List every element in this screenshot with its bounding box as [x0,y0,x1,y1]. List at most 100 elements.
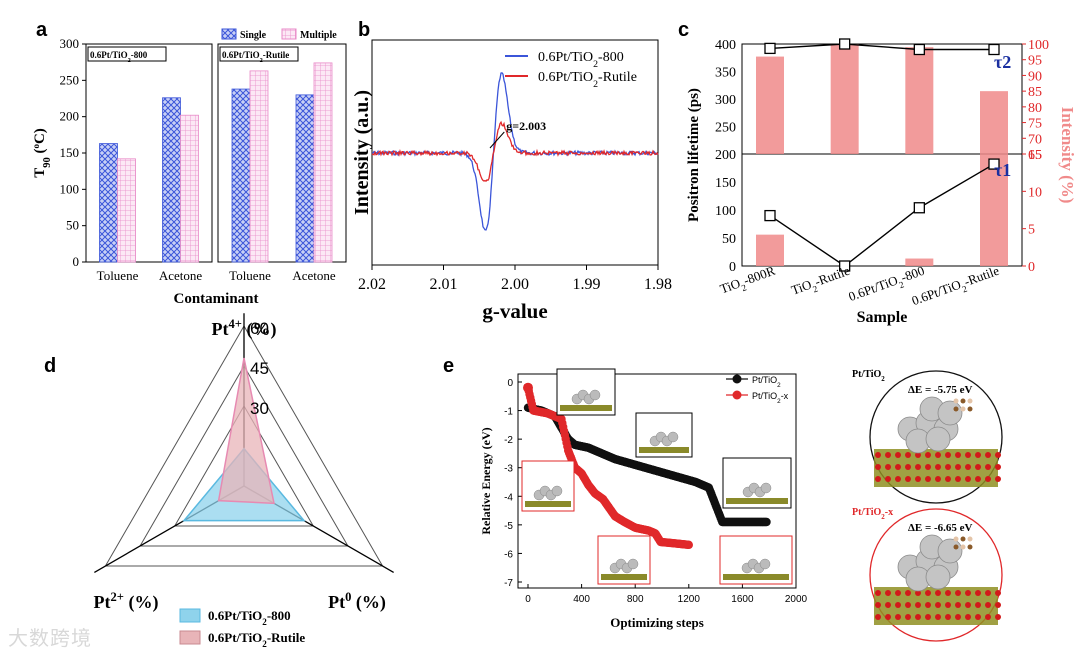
oxygen-atom [935,452,941,458]
radar-ring-label: 60 [250,319,269,338]
molecule-atom [967,544,973,550]
oxygen-atom [955,452,961,458]
oxygen-atom [925,476,931,482]
y-tick-label: -1 [504,407,513,418]
bar-multiple [117,158,136,263]
y-left-tick-label: 0 [729,260,736,275]
x-axis-label: Contaminant [173,291,258,307]
x-tick-label: 400 [573,594,590,605]
bar-multiple [249,70,269,263]
subplot-box-label: 0.6Pt/TiO2-800 [90,50,148,64]
tau1-marker [764,209,776,222]
oxygen-atom [885,464,891,470]
molecule-atom [960,406,966,412]
y-tick-label: -4 [504,492,513,503]
y-right-tick-label: 5 [1028,223,1035,238]
oxygen-atom [975,602,981,608]
oxygen-atom [935,464,941,470]
oxygen-atom [895,614,901,620]
molecule-atom [967,406,973,412]
x-tick-label: 1600 [731,594,754,605]
oxygen-atom [905,602,911,608]
oxygen-atom [985,476,991,482]
oxygen-atom [955,464,961,470]
oxygen-atom [875,602,881,608]
oxygen-atom [875,590,881,596]
oxygen-atom [945,476,951,482]
y-right-tick-label: 65 [1028,148,1042,163]
radar-series-0.6Pt/TiO2-Rutile [217,357,275,505]
series-point-start [523,382,533,393]
bar-single [231,88,251,263]
snapshot-pt-atom [760,482,772,494]
series-line-0.6Pt/TiO2-Rutile [371,120,659,183]
oxygen-atom [925,452,931,458]
panel-e-structure-images: Pt/TiO2 ΔE = -5.75 eV Pt/TiO2-x ΔE = -6.65 … [852,369,1003,642]
bar-intensity-top [980,91,1008,154]
tau1-marker [839,260,851,272]
y-tick-label: 200 [60,109,80,124]
oxygen-atom [915,602,921,608]
y-tick-label: -3 [504,464,513,475]
legend-label: Pt/TiO2 [752,375,781,389]
series-point-Pt/TiO2-x [684,540,693,550]
bar-intensity-top [756,56,784,155]
y-left-tick-label: 250 [715,121,736,136]
oxygen-atom [915,590,921,596]
oxygen-atom [955,476,961,482]
oxygen-atom [965,452,971,458]
oxygen-atom [905,464,911,470]
oxygen-atom [985,464,991,470]
oxygen-atom [875,476,881,482]
y-right-tick-label: 90 [1028,69,1042,84]
tau2-marker [839,38,851,50]
y-right-tick-label: 80 [1028,101,1042,116]
y-right-tick-label: 75 [1028,117,1042,132]
oxygen-atom [995,452,1001,458]
oxygen-atom [975,452,981,458]
bar-single [295,94,315,263]
legend-label: 0.6Pt/TiO2-Rutile [208,630,305,649]
subplot-box-label: 0.6Pt/TiO2-Rutile [222,50,289,64]
snapshot-pt-atom [589,389,601,401]
y-tick-label: 50 [66,218,79,233]
oxygen-atom [945,614,951,620]
molecule-atom [967,536,973,542]
oxygen-atom [945,452,951,458]
pt-atom [937,400,963,426]
oxygen-atom [895,590,901,596]
oxygen-atom [995,476,1001,482]
panel-label-e: e [443,355,454,377]
x-axis-label: g-value [482,299,547,323]
oxygen-atom [915,614,921,620]
oxygen-atom [875,452,881,458]
oxygen-atom [985,452,991,458]
oxygen-atom [915,464,921,470]
y-left-tick-label: 150 [715,176,736,191]
radar-ring [173,405,315,527]
bar-multiple [313,62,333,263]
oxygen-atom [925,614,931,620]
x-tick-label: 2.00 [501,276,529,293]
snapshot-substrate [601,574,647,580]
oxygen-atom [875,614,881,620]
oxygen-atom [935,476,941,482]
y-tick-label: -2 [504,435,513,446]
y-tick-label: -5 [504,521,513,532]
x-tick-label: 2.01 [430,276,458,293]
bar-multiple [180,114,199,263]
molecule-atom [960,544,966,550]
y-left-tick-label: 300 [715,93,736,108]
oxygen-atom [975,476,981,482]
panel-b-epr-spectrum: 2.02 2.01 2.00 1.99 1.98 g-value Intensity (a.… [351,39,672,323]
oxygen-atom [905,614,911,620]
panel-label-a: a [36,19,48,41]
radar-ring-label: 30 [250,399,269,418]
x-tick-label: Toluene [229,268,271,283]
y-right-tick-label: 95 [1028,54,1042,69]
tau1-marker [913,202,925,214]
legend-label: 0.6Pt/TiO2-800 [538,50,624,70]
